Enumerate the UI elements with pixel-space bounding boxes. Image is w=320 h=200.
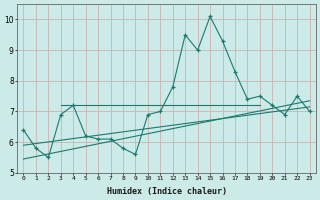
X-axis label: Humidex (Indice chaleur): Humidex (Indice chaleur) xyxy=(107,187,227,196)
